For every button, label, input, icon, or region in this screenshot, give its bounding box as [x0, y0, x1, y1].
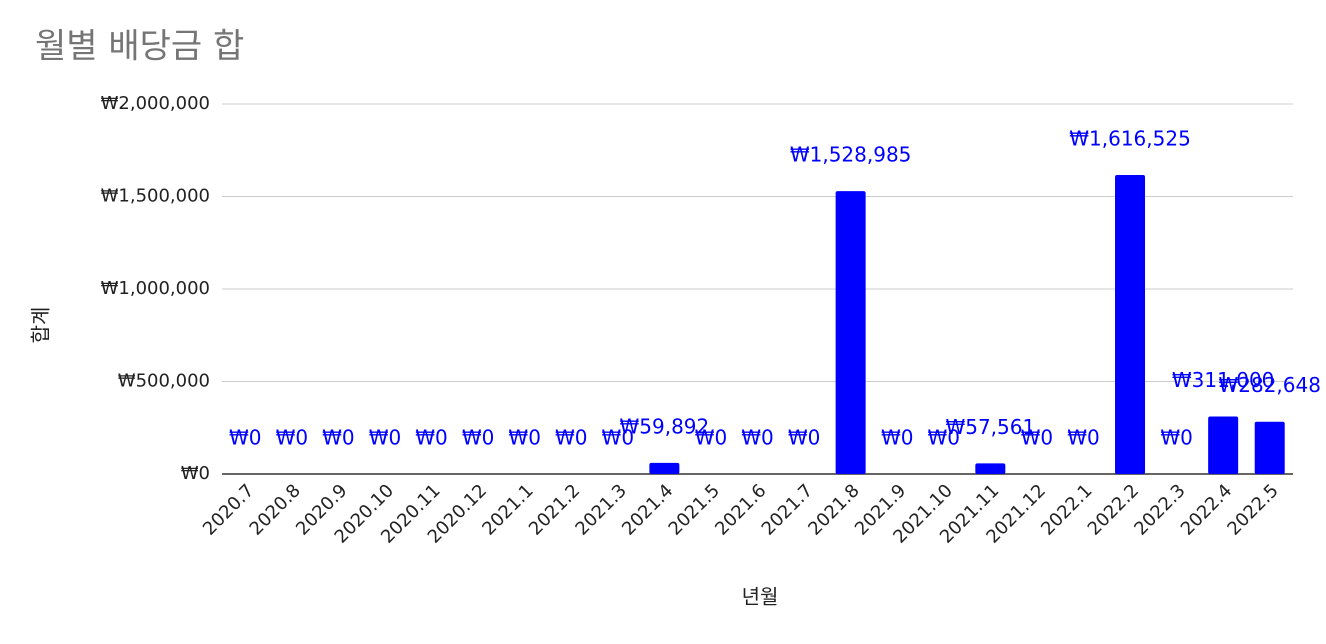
- x-tick-label: 2021.3: [571, 480, 630, 539]
- x-tick-label: 2021.1: [478, 480, 537, 539]
- data-label: ₩0: [369, 426, 402, 450]
- data-label: ₩0: [462, 426, 495, 450]
- y-tick-label: ₩2,000,000: [101, 93, 210, 114]
- y-tick-label: ₩0: [181, 463, 210, 484]
- data-label: ₩0: [1067, 426, 1100, 450]
- x-tick-label: 2020.7: [199, 480, 258, 539]
- x-tick-label: 2021.6: [711, 480, 770, 539]
- x-tick-label: 2022.5: [1223, 480, 1282, 539]
- data-label: ₩0: [881, 426, 914, 450]
- data-label: ₩0: [788, 426, 821, 450]
- x-tick-label: 2022.1: [1037, 480, 1096, 539]
- x-tick-label: 2020.8: [246, 480, 305, 539]
- y-axis-title: 합계: [29, 307, 53, 344]
- y-tick-label: ₩1,000,000: [101, 278, 210, 299]
- x-tick-label: 2022.2: [1084, 480, 1143, 539]
- data-label: ₩0: [229, 426, 262, 450]
- data-label: ₩0: [322, 426, 355, 450]
- x-tick-label: 2022.3: [1130, 480, 1189, 539]
- bar: [835, 191, 866, 475]
- bar: [1208, 416, 1239, 474]
- x-tick-label: 2021.8: [804, 480, 863, 539]
- data-label: ₩0: [508, 426, 541, 450]
- data-label: ₩0: [415, 426, 448, 450]
- y-tick-label: ₩1,500,000: [101, 186, 210, 207]
- data-label: ₩0: [555, 426, 588, 450]
- data-label: ₩0: [695, 426, 728, 450]
- data-label: ₩57,561: [945, 415, 1035, 439]
- x-tick-label: 2021.4: [618, 480, 677, 539]
- data-label: ₩0: [1021, 426, 1054, 450]
- x-axis-title: 년월: [742, 585, 779, 609]
- x-tick-label: 2021.2: [525, 480, 584, 539]
- data-label: ₩0: [928, 426, 961, 450]
- data-label: ₩311,000: [1172, 368, 1274, 392]
- data-label: ₩59,892: [619, 414, 709, 438]
- data-label: ₩0: [602, 426, 635, 450]
- x-tick-label: 2022.4: [1177, 480, 1236, 539]
- bar: [1254, 421, 1285, 474]
- data-label: ₩1,528,985: [790, 143, 912, 167]
- data-label: ₩0: [1160, 426, 1193, 450]
- bar: [975, 463, 1006, 474]
- data-label: ₩0: [276, 426, 309, 450]
- bar: [649, 462, 680, 474]
- chart-title: 월별 배당금 합: [35, 27, 244, 67]
- data-label: ₩0: [741, 426, 774, 450]
- x-tick-label: 2021.7: [758, 480, 817, 539]
- y-tick-label: ₩500,000: [118, 371, 210, 392]
- data-label: ₩1,616,525: [1069, 126, 1191, 150]
- x-tick-label: 2021.5: [665, 480, 724, 539]
- data-label: ₩282,648: [1218, 373, 1320, 397]
- bar: [1115, 174, 1146, 474]
